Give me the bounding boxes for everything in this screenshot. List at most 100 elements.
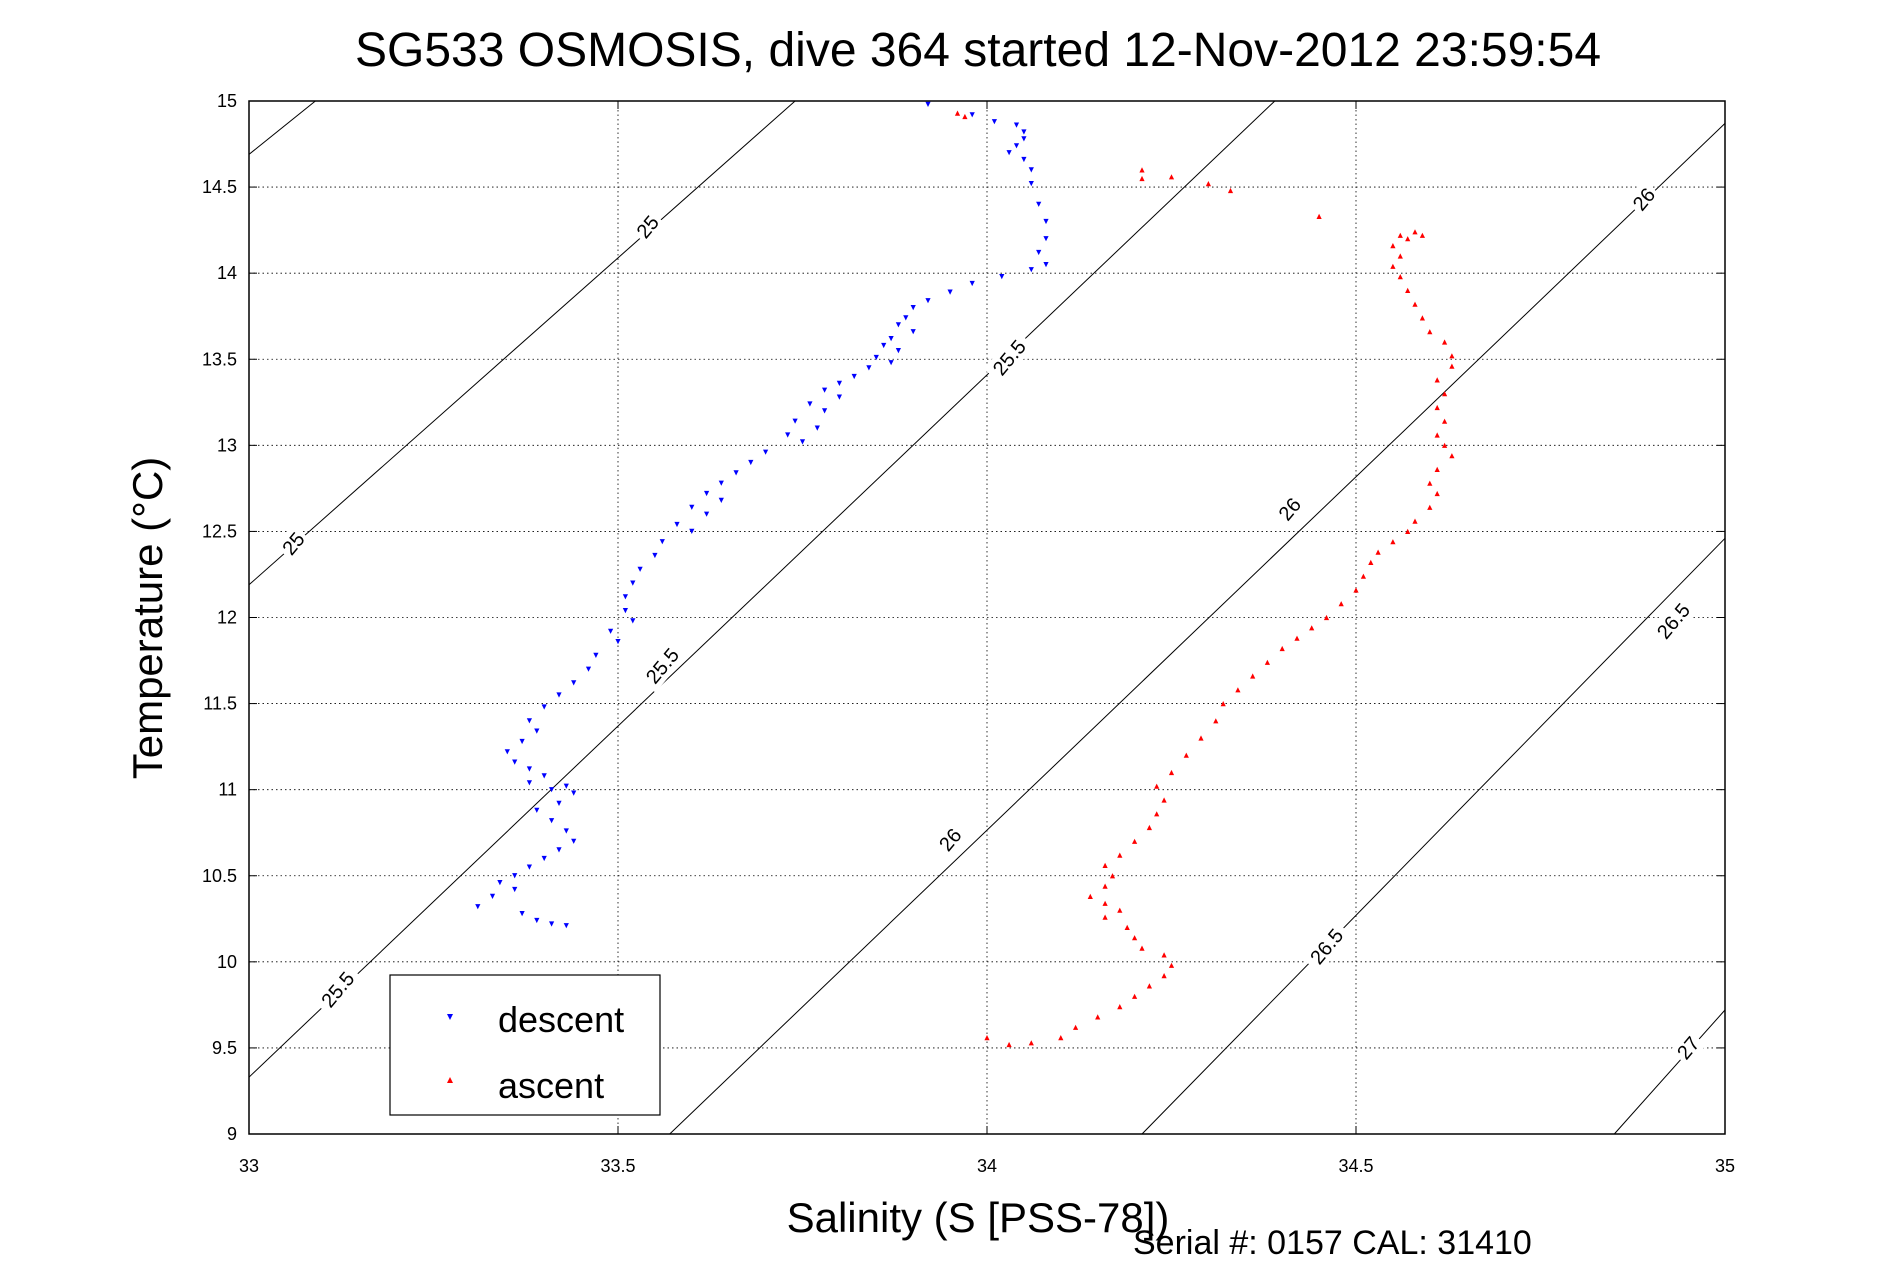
- ascent-point: [1168, 769, 1175, 776]
- ascent-point: [1161, 973, 1167, 979]
- ascent-point: [1412, 518, 1418, 524]
- legend-descent-marker: [447, 1014, 453, 1020]
- y-tick-label: 14.5: [202, 177, 237, 197]
- ascent-point: [962, 113, 968, 120]
- descent-point: [910, 329, 916, 335]
- y-tick-label: 13: [217, 435, 237, 455]
- contour-label: 26: [1275, 494, 1306, 525]
- contour-label-mask: [637, 638, 688, 693]
- descent-point: [630, 618, 636, 624]
- descent-point: [733, 470, 739, 476]
- descent-point: [534, 917, 540, 924]
- descent-point: [534, 807, 540, 813]
- ascent-point: [1183, 752, 1189, 758]
- ascent-point: [1095, 1014, 1101, 1020]
- ascent-point: [1235, 687, 1241, 693]
- ascent-point: [1161, 952, 1167, 958]
- density-contour-line: [1613, 1009, 1726, 1135]
- contour-label-mask: [1625, 180, 1662, 218]
- ascent-point: [1309, 625, 1315, 631]
- legend-ascent-marker: [447, 1077, 453, 1083]
- ascent-point: [1397, 253, 1403, 259]
- ascent-point: [1412, 229, 1418, 235]
- ascent-point: [1375, 549, 1381, 555]
- ascent-point: [1154, 783, 1160, 789]
- descent-point: [534, 728, 540, 734]
- contour-label: 25: [633, 212, 664, 243]
- ascent-point: [1434, 490, 1440, 497]
- ascent-point: [1006, 1041, 1012, 1048]
- ascent-point: [984, 1035, 990, 1041]
- descent-point: [866, 365, 872, 371]
- data-points: [475, 101, 1455, 1048]
- contour-label-group: 27: [1669, 1029, 1707, 1067]
- descent-point: [947, 289, 953, 295]
- descent-point: [504, 749, 510, 755]
- ascent-point: [954, 110, 961, 116]
- contour-label-group: 25.5: [312, 962, 363, 1017]
- ascent-point: [1161, 797, 1167, 803]
- density-contour-line: [669, 123, 1726, 1135]
- descent-point: [851, 373, 857, 380]
- ascent-point: [1368, 559, 1374, 565]
- ascent-point: [1139, 175, 1145, 182]
- ascent-point: [1360, 573, 1366, 579]
- descent-point: [512, 873, 518, 879]
- density-contour-line: [1141, 537, 1726, 1135]
- descent-point: [549, 787, 555, 793]
- descent-point: [1043, 236, 1049, 242]
- y-tick-label: 12.5: [202, 521, 237, 541]
- ascent-point: [1427, 329, 1433, 335]
- ascent-point: [1434, 404, 1440, 411]
- y-tick-label: 11: [218, 780, 237, 800]
- x-axis-label: Salinity (S [PSS-78]): [787, 1194, 1170, 1241]
- ascent-point: [1442, 442, 1448, 448]
- descent-point: [593, 652, 599, 658]
- descent-point: [608, 628, 614, 634]
- x-tick-label: 33.5: [600, 1156, 635, 1176]
- descent-point: [873, 354, 879, 361]
- contour-label-mask: [1648, 594, 1699, 648]
- descent-point: [925, 298, 931, 304]
- contour-label-mask: [629, 208, 666, 246]
- descent-point: [969, 112, 975, 118]
- descent-point: [526, 718, 532, 724]
- descent-point: [1006, 150, 1012, 156]
- descent-point: [652, 552, 658, 559]
- ascent-point: [1449, 363, 1455, 369]
- y-tick-label: 14: [217, 263, 237, 283]
- contour-label-mask: [312, 962, 363, 1017]
- descent-point: [1036, 201, 1042, 207]
- descent-point: [630, 580, 636, 586]
- descent-point: [969, 280, 975, 287]
- descent-point: [807, 401, 813, 407]
- ascent-point: [1405, 528, 1411, 534]
- descent-point: [910, 305, 916, 311]
- descent-point: [895, 348, 901, 354]
- descent-point: [881, 342, 887, 349]
- y-tick-label: 12: [217, 608, 237, 628]
- ascent-point: [1087, 893, 1093, 899]
- chart-title: SG533 OSMOSIS, dive 364 started 12-Nov-2…: [355, 24, 1601, 77]
- descent-point: [704, 490, 710, 497]
- descent-point: [836, 380, 842, 386]
- contour-label-group: 26: [1625, 180, 1662, 218]
- ascent-point: [1397, 232, 1403, 238]
- ascent-point: [1139, 945, 1145, 951]
- legend-box: [389, 974, 661, 1116]
- ascent-point: [1198, 735, 1204, 741]
- descent-point: [622, 608, 628, 614]
- ascent-point: [1146, 983, 1152, 989]
- legend: descent ascent: [389, 974, 661, 1116]
- descent-point: [1043, 262, 1049, 268]
- descent-point: [563, 923, 569, 929]
- ascent-point: [1073, 1024, 1079, 1030]
- descent-point: [489, 893, 496, 899]
- ascent-point: [1390, 539, 1396, 545]
- ascent-point: [1279, 645, 1285, 652]
- y-tick-label: 10: [217, 952, 237, 972]
- descent-point: [888, 336, 894, 342]
- descent-point: [1028, 181, 1034, 187]
- ascent-point: [1442, 418, 1448, 424]
- density-contour-line: [248, 100, 1276, 1078]
